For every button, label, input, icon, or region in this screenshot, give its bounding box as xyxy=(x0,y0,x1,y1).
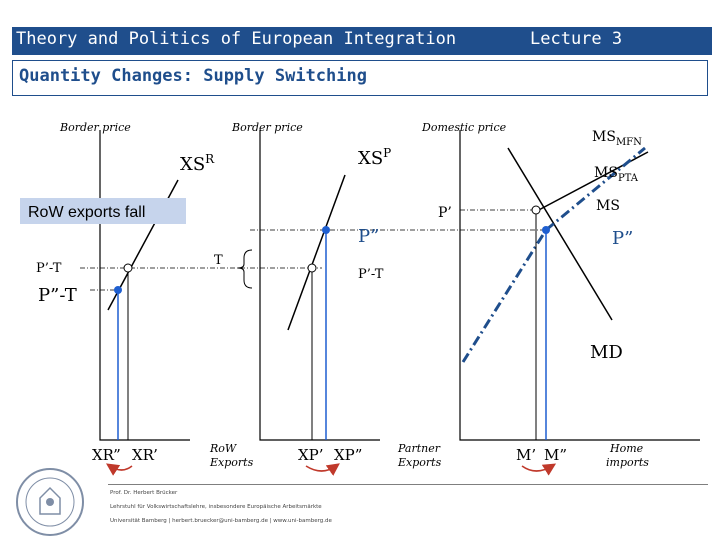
p-prime-t-left-label: P’-T xyxy=(36,261,62,276)
m-dprime-label: M” xyxy=(544,446,567,464)
tariff-brace xyxy=(237,249,253,289)
md-label: MD xyxy=(590,342,623,363)
xr-prime-point xyxy=(123,263,133,273)
left-panel-header: Border price xyxy=(59,121,131,134)
partner-exports-label-1: Partner xyxy=(397,442,441,455)
partner-exports-label-2: Exports xyxy=(397,456,442,469)
row-exports-label-1: RoW xyxy=(209,442,238,455)
equilibrium-points xyxy=(114,205,550,294)
row-exports-fall-box xyxy=(20,198,186,224)
xp-prime-label: XP’ xyxy=(298,446,324,464)
p-dprime-t-left-label: P”-T xyxy=(38,285,77,306)
m-shift-arrow xyxy=(521,463,557,476)
panel-axes xyxy=(99,130,700,441)
xp-prime-point xyxy=(307,263,317,273)
home-imports-label-2: imports xyxy=(606,456,649,469)
xr-dprime-label: XR” xyxy=(92,446,121,464)
slide-title-box: Quantity Changes: Supply Switching xyxy=(12,60,708,96)
xp-dprime-label: XP” xyxy=(334,446,362,464)
ms-supply-dashdot xyxy=(461,229,548,363)
quantity-drop-lines xyxy=(117,210,547,440)
xr-dprime-point xyxy=(114,286,122,294)
left-panel-axes xyxy=(99,130,190,441)
xr-shift-arrow xyxy=(106,463,133,476)
lecture-number: Lecture 3 xyxy=(530,29,623,49)
row-exports-label-2: Exports xyxy=(209,456,254,469)
header-bar: Theory and Politics of European Integrat… xyxy=(12,27,712,55)
p-prime-t-mid-label: P’-T xyxy=(358,267,384,282)
p-prime-label: P’ xyxy=(438,205,452,221)
home-imports-label-1: Home xyxy=(609,442,644,455)
xsr-label: XSR xyxy=(180,152,215,175)
ms-pta-label: MSPTA xyxy=(594,165,639,184)
p-dprime-mid-label: P” xyxy=(358,226,379,247)
university-seal-icon xyxy=(16,468,84,536)
right-panel-axes xyxy=(459,130,700,441)
footer-rule xyxy=(108,484,708,485)
slide-title: Quantity Changes: Supply Switching xyxy=(19,66,367,86)
tariff-label: T xyxy=(214,253,223,268)
ms-mfn-supply-dashdot xyxy=(545,146,646,232)
p-dprime-right-label: P” xyxy=(612,228,633,249)
footer-contact: Universität Bamberg | herbert.bruecker@u… xyxy=(110,518,332,524)
middle-panel-header: Border price xyxy=(231,121,303,134)
ms-mfn-label: MSMFN xyxy=(592,129,642,148)
ms-label: MS xyxy=(596,198,620,214)
footer-author: Prof. Dr. Herbert Brücker xyxy=(110,490,178,496)
right-panel-header: Domestic price xyxy=(421,121,507,134)
xsp-label: XSP xyxy=(358,146,391,169)
xp-shift-arrow xyxy=(305,463,340,476)
xr-prime-label: XR’ xyxy=(132,446,158,464)
xp-dprime-point xyxy=(322,226,330,234)
m-prime-point xyxy=(531,205,541,215)
lecture-series-title: Theory and Politics of European Integrat… xyxy=(16,29,457,49)
md-demand-curve xyxy=(507,147,613,321)
m-prime-label: M’ xyxy=(516,446,536,464)
xsp-supply-curve xyxy=(287,174,346,331)
m-dprime-point xyxy=(542,226,550,234)
footer-chair: Lehrstuhl für Volkswirtschaftslehre, ins… xyxy=(110,504,322,510)
middle-panel-axes xyxy=(259,130,380,441)
row-exports-fall-callout: RoW exports fall xyxy=(28,204,145,221)
